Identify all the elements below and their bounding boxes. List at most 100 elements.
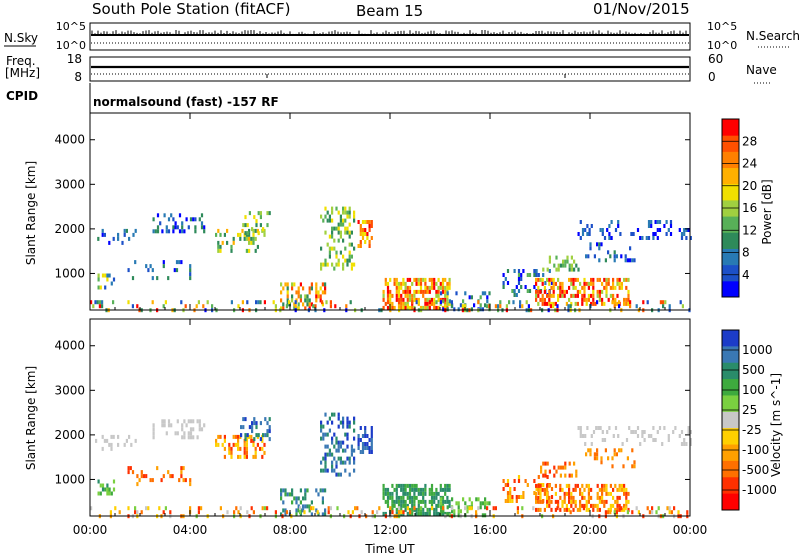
echo-cell [592,507,595,512]
echo-cell [310,282,313,287]
echo-cell [339,250,342,255]
echo-cell [616,293,619,298]
echo-cell [513,293,516,297]
echo-cell [315,282,318,287]
echo-cell [685,236,688,240]
echo-cell [565,503,568,508]
echo-cell [651,510,654,515]
echo-cell [417,491,420,496]
echo-cell [411,495,414,500]
echo-cell [268,211,271,216]
echo-cell [368,228,371,232]
echo-cell [370,450,373,454]
echo-cell [670,510,673,515]
echo-cell [548,301,551,306]
echo-cell [577,232,580,236]
echo-cell [327,510,330,515]
echo-cell [613,452,616,457]
echo-cell [579,491,582,496]
echo-cell [594,301,597,306]
echo-cell [430,301,434,306]
echo-cell [426,305,429,310]
echo-cell [400,495,403,500]
power-colorbar-tick-label: 16 [742,201,757,215]
echo-cell [368,446,371,450]
echo-cell [293,302,296,307]
echo-cell [304,504,307,509]
velocity-colorbar-tick-label: 1000 [742,343,773,357]
echo-cell [448,281,451,286]
echo-cell [590,293,593,298]
echo-cell [219,248,222,253]
echo-cell [288,300,291,305]
echo-cell [337,412,340,417]
echo-cell [417,277,420,282]
echo-cell [581,228,585,232]
echo-cell [333,266,336,271]
echo-cell [402,297,405,302]
echo-cell [203,423,206,428]
echo-cell [324,468,327,473]
echo-cell [259,215,262,220]
echo-cell [598,246,601,251]
echo-cell [398,300,401,305]
echo-cell [565,301,568,306]
echo-cell [364,446,367,450]
echo-cell [609,293,612,298]
echo-cell [321,488,324,493]
echo-cell [189,264,192,269]
echo-cell [506,269,510,273]
echo-cell [616,277,619,282]
echo-cell [408,487,412,492]
echo-cell [127,470,130,475]
echo-cell [570,491,573,496]
echo-cell [521,304,524,309]
echo-cell [286,298,289,303]
echo-cell [506,491,510,495]
echo-cell [548,277,551,282]
echo-cell [189,482,192,487]
echo-cell [620,281,623,286]
echo-cell [170,213,173,218]
echo-cell [462,299,465,304]
echo-cell [382,511,385,516]
echo-cell [328,234,331,239]
echo-cell [185,217,188,222]
echo-cell [378,506,381,511]
echo-cell [654,220,657,224]
echo-cell [441,285,445,290]
echo-cell [248,236,251,241]
velocity-colorbar-swatch [722,460,739,478]
echo-cell [335,250,338,255]
echo-cell [406,293,409,298]
echo-cell [667,228,670,232]
echo-cell [555,469,558,474]
echo-cell [440,505,443,510]
echo-cell [550,507,553,512]
echo-cell [441,281,445,286]
echo-cell [662,304,665,309]
echo-cell [335,436,338,441]
echo-cell [232,236,235,241]
echo-cell [306,298,309,303]
echo-cell [364,228,367,232]
echo-cell [232,442,235,447]
echo-cell [357,434,360,438]
echo-cell [328,254,331,259]
echo-cell [618,300,621,305]
echo-cell [575,263,578,268]
echo-cell [517,479,521,483]
echo-cell [556,304,559,309]
echo-cell [419,487,423,492]
echo-cell [196,419,199,424]
echo-cell [215,438,218,443]
echo-cell [631,258,634,263]
noise-tick-left-top: 10^5 [56,20,86,33]
echo-cell [234,442,237,447]
echo-cell [623,491,626,496]
echo-cell [376,510,379,515]
echo-cell [537,495,540,500]
echo-cell [228,446,231,451]
echo-cell [371,510,374,515]
echo-cell [601,297,604,302]
